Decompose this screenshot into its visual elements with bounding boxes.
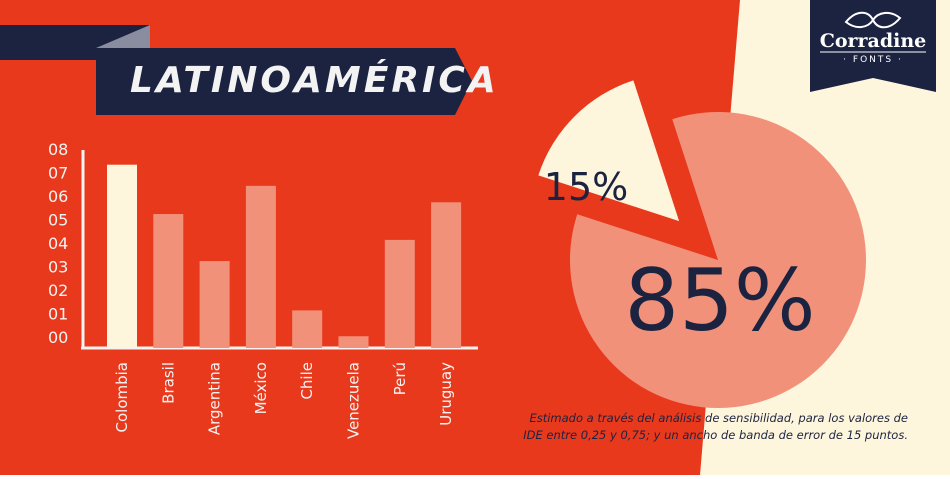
footnote: Estimado a través del análisis de sensib…: [508, 410, 908, 444]
pie-labels: 15% 85%: [544, 165, 816, 351]
bar: [431, 202, 462, 348]
bar-tick-labels: 00 01 02 03 04 05 06 07 08: [48, 140, 68, 347]
footnote-line-2: IDE entre 0,25 y 0,75; y un ancho de ban…: [523, 428, 908, 442]
banner-fold: [96, 25, 150, 48]
y-tick-label: 05: [48, 211, 68, 230]
x-tick-label: México: [252, 362, 270, 414]
bar: [384, 239, 415, 348]
x-tick-label: Argentina: [206, 362, 224, 435]
logo-wordmark: Corradine: [819, 30, 927, 52]
y-tick-label: 06: [48, 187, 68, 206]
x-tick-label: Colombia: [113, 362, 131, 433]
y-tick-label: 03: [48, 258, 68, 277]
pie-slice: [538, 80, 680, 222]
x-tick-label: Chile: [298, 362, 316, 400]
bar: [292, 310, 323, 348]
pie-slices: [538, 80, 867, 408]
y-tick-label: 00: [48, 328, 68, 347]
page-title: LATINOAMÉRICA: [130, 60, 499, 101]
pie-label: 15%: [544, 165, 628, 209]
infinity-icon: [844, 11, 902, 29]
x-tick-label: Perú: [391, 362, 409, 395]
y-tick-label: 07: [48, 164, 68, 183]
bar: [199, 261, 230, 348]
banner: [96, 48, 472, 115]
x-tick-label: Uruguay: [437, 362, 455, 426]
bar-marks: [107, 164, 462, 348]
y-tick-label: 02: [48, 281, 68, 300]
y-tick-label: 08: [48, 140, 68, 159]
x-tick-label: Brasil: [159, 362, 177, 404]
bar-category-labels: Colombia Brasil Argentina México Chile Venezu…: [113, 362, 455, 439]
y-tick-label: 01: [48, 305, 68, 324]
logo-badge: [810, 0, 936, 92]
x-tick-label: Venezuela: [345, 362, 363, 439]
logo-subtitle: · FONTS ·: [843, 55, 903, 65]
y-tick-label: 04: [48, 234, 68, 253]
pie-slice: [570, 111, 867, 408]
bar: [338, 336, 369, 348]
bar: [153, 214, 184, 348]
pie-label: 85%: [624, 251, 815, 351]
bar: [107, 164, 137, 348]
bar: [245, 185, 276, 348]
footnote-line-1: Estimado a través del análisis de sensib…: [529, 411, 908, 425]
